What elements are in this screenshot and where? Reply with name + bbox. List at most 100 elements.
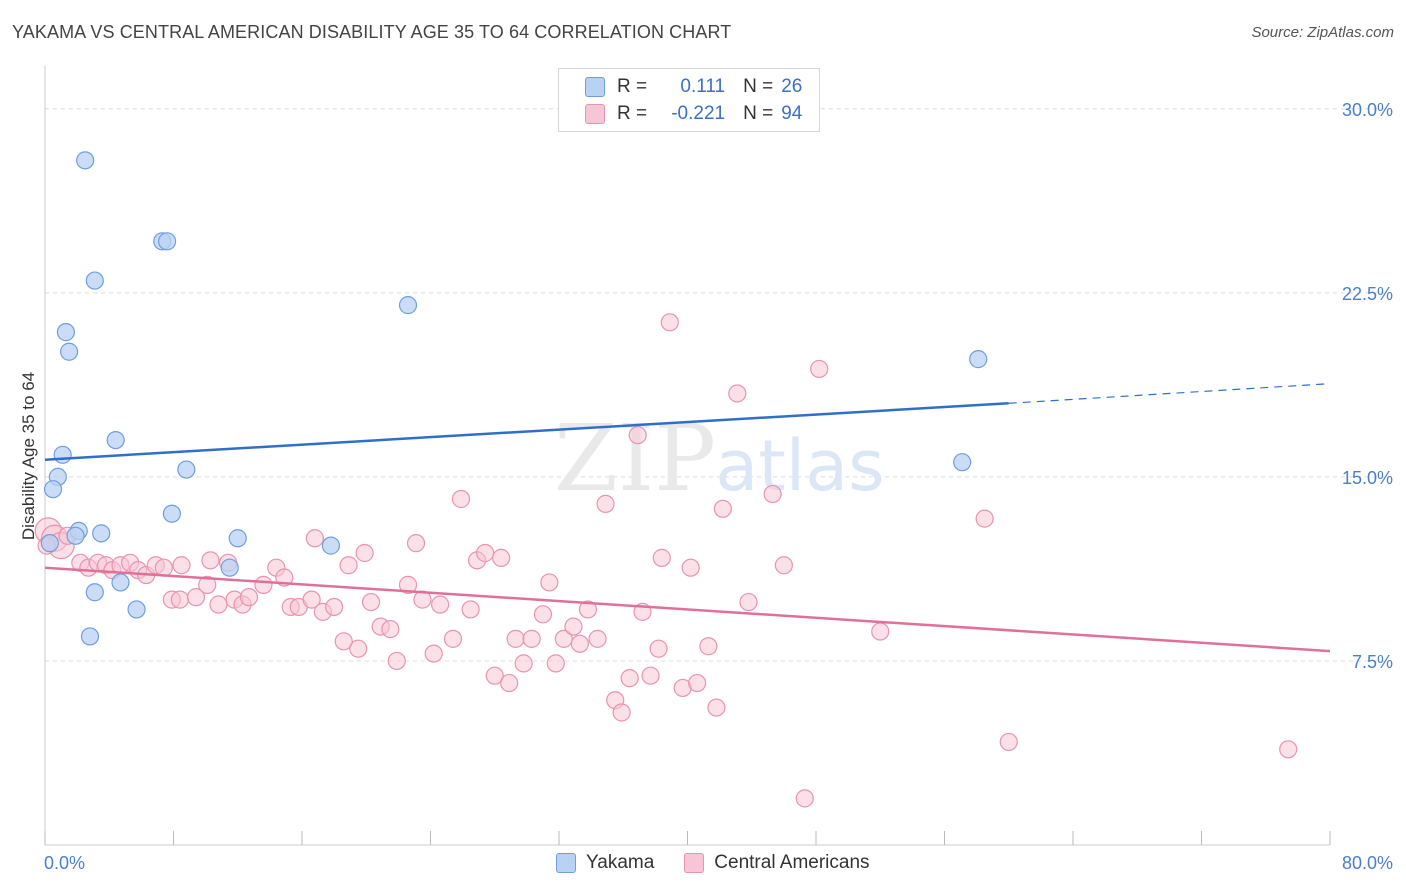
central-americans-point	[588, 629, 607, 648]
legend-n-value: 26	[781, 76, 803, 97]
grid-lines	[45, 108, 1390, 662]
central-americans-point	[975, 509, 994, 528]
legend-n-value: 94	[781, 103, 803, 124]
central-americans-point	[728, 384, 747, 403]
yakama-point	[80, 627, 100, 646]
central-americans-point	[198, 575, 217, 594]
x-tick-label: 80.0%	[1342, 853, 1393, 873]
legend-swatch-central-americans	[585, 104, 605, 124]
central-americans-point	[612, 703, 631, 722]
central-americans-point	[492, 548, 511, 567]
central-americans-point	[763, 484, 782, 504]
yakama-point	[177, 460, 196, 479]
central-americans-point	[713, 499, 732, 518]
central-americans-point	[871, 622, 890, 641]
legend-r-label: R =	[617, 103, 648, 124]
central-americans-point	[649, 639, 668, 658]
central-americans-point	[540, 573, 559, 592]
yakama-points	[40, 151, 988, 646]
central-americans-point	[564, 617, 583, 636]
legend-swatch-central-americans	[684, 853, 705, 873]
legend-r-label: R =	[617, 76, 648, 97]
central-americans-point	[699, 637, 718, 656]
yakama-point	[321, 536, 341, 555]
legend-r-value: 0.111	[680, 76, 726, 97]
trend-lines	[44, 383, 1331, 653]
central-americans-point	[476, 543, 495, 563]
central-americans-point	[660, 313, 679, 332]
legend-item-yakama[interactable]: Yakama	[556, 852, 654, 874]
chart-title: YAKAMA VS CENTRAL AMERICAN DISABILITY AG…	[12, 22, 732, 42]
central-americans-point	[628, 426, 647, 445]
central-americans-point	[170, 590, 190, 609]
y-tick-label: 7.5%	[1352, 652, 1393, 672]
central-americans-point	[461, 600, 480, 619]
legend-label-central-americans: Central Americans	[714, 852, 870, 873]
central-americans-point	[361, 592, 381, 612]
yakama-point	[162, 504, 181, 523]
central-americans-point	[641, 666, 660, 685]
central-americans-point	[514, 654, 533, 673]
central-americans-point	[795, 789, 814, 808]
y-tick-label: 22.5%	[1342, 284, 1393, 304]
yakama-point	[59, 342, 79, 361]
central-americans-point	[620, 669, 639, 688]
central-americans-point	[652, 548, 671, 567]
yakama-point	[398, 296, 418, 315]
watermark-atlas: atlas	[715, 425, 884, 507]
legend-label-yakama: Yakama	[586, 852, 655, 873]
yakama-point	[228, 529, 247, 548]
y-tick-label: 30.0%	[1342, 100, 1393, 120]
yakama-trend-extension	[1008, 383, 1331, 404]
series-legend: Yakama Central Americans	[556, 852, 900, 874]
legend-n-label: N =	[743, 103, 774, 124]
yakama-point	[53, 445, 72, 464]
central-americans-point	[334, 632, 353, 651]
central-americans-point	[431, 595, 450, 614]
central-americans-point	[355, 543, 374, 563]
yakama-point	[43, 480, 63, 499]
stats-legend: R = 0.111 N = 26 R = -0.221 N = 94	[558, 68, 820, 132]
central-americans-point	[443, 629, 463, 648]
legend-r-value: -0.221	[671, 103, 726, 124]
legend-row-yakama: R = 0.111 N = 26	[585, 75, 802, 99]
yakama-point	[85, 583, 104, 602]
yakama-point	[127, 600, 146, 619]
yakama-point	[40, 534, 59, 553]
central-americans-point	[707, 698, 726, 717]
central-americans-point	[201, 551, 220, 570]
legend-row-central-americans: R = -0.221 N = 94	[585, 102, 802, 126]
central-americans-point	[239, 588, 259, 607]
yakama-point	[111, 573, 130, 592]
central-americans-point	[1279, 740, 1298, 759]
central-americans-point	[485, 666, 504, 685]
watermark: ZIP atlas	[554, 405, 885, 512]
central-americans-point	[406, 534, 426, 553]
x-tick-label: 0.0%	[44, 853, 85, 873]
central-americans-point	[381, 619, 400, 639]
central-americans-point	[522, 629, 541, 648]
central-americans-point	[154, 558, 173, 577]
central-americans-point	[209, 595, 228, 614]
yakama-point	[953, 453, 972, 472]
central-americans-point	[325, 597, 344, 617]
central-americans-point	[186, 588, 206, 607]
yakama-point	[969, 350, 988, 369]
central-americans-point	[305, 529, 324, 548]
central-americans-point	[506, 629, 525, 648]
central-americans-point	[596, 494, 615, 513]
yakama-point	[66, 526, 85, 545]
tick-labels: 7.5% 15.0% 22.5% 30.0% 0.0% 80.0%	[44, 100, 1393, 873]
yakama-point	[220, 558, 239, 577]
central-americans-point	[398, 575, 418, 594]
y-axis-label: Disability Age 35 to 64	[19, 372, 38, 540]
central-americans-point	[424, 644, 443, 663]
legend-n-label: N =	[743, 76, 774, 97]
yakama-point	[85, 271, 104, 290]
legend-swatch-yakama	[556, 853, 576, 873]
yakama-point	[106, 430, 125, 450]
yakama-trend-line	[44, 402, 1009, 461]
central-americans-point	[254, 575, 273, 594]
legend-item-central-americans[interactable]: Central Americans	[684, 852, 870, 874]
source-label: Source: ZipAtlas.com	[1251, 24, 1394, 41]
